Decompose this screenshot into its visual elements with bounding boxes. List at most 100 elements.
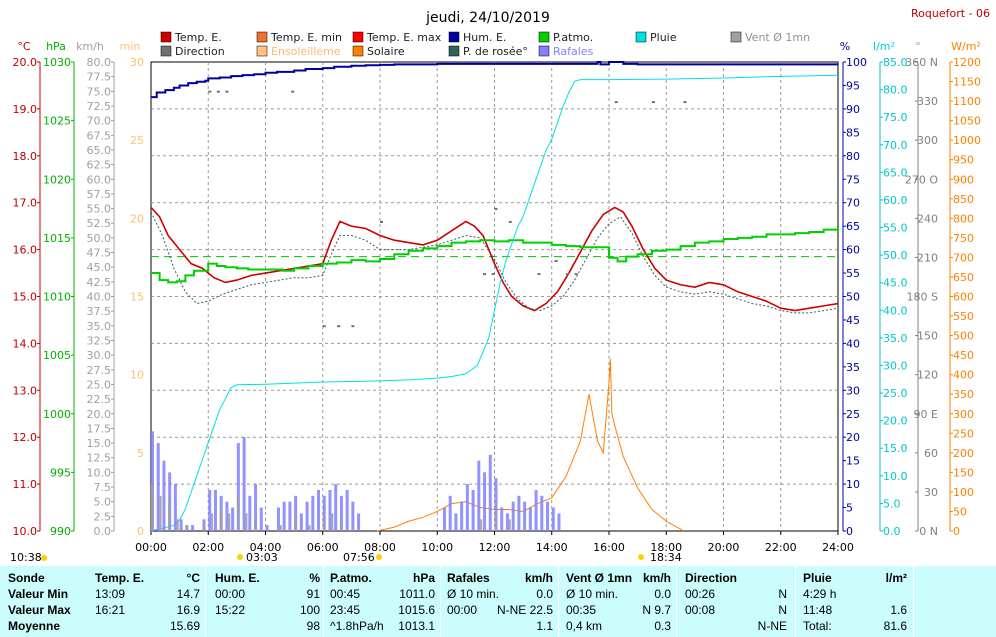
tick-label-wind: 52.5 bbox=[87, 217, 112, 230]
tick-label-dir: 210 bbox=[917, 251, 938, 264]
table-cell: Vent Ø 1mn bbox=[566, 571, 633, 585]
tick-label-sun: 15 bbox=[130, 291, 144, 304]
series-hum-e- bbox=[151, 61, 838, 99]
table-cell: 0.0 bbox=[654, 587, 671, 601]
series-vent-1mn-bar bbox=[523, 525, 526, 531]
series-vent-1mn-bar bbox=[331, 513, 334, 531]
series-direction-dot bbox=[483, 273, 487, 276]
tick-label-temp: 17.0 bbox=[13, 197, 38, 210]
row-label: Valeur Max bbox=[8, 603, 71, 617]
tick-label-solar: 850 bbox=[953, 193, 974, 206]
table-cell: 91 bbox=[306, 587, 320, 601]
tick-label-press: 1015 bbox=[43, 232, 71, 245]
legend-swatch bbox=[256, 45, 268, 57]
series-vent-1mn-bar bbox=[202, 525, 205, 531]
series-rafales-bar bbox=[225, 501, 229, 531]
x-tick-label: 12:00 bbox=[479, 541, 511, 554]
table-cell: N-NE bbox=[757, 619, 787, 633]
axis-unit-rain: l/m² bbox=[873, 40, 895, 53]
tick-label-wind: 45.0 bbox=[87, 261, 112, 274]
series-rafales-bar bbox=[465, 484, 469, 531]
series-p-atmo- bbox=[151, 226, 839, 284]
legend-label: P. de rosée° bbox=[463, 45, 528, 58]
tick-label-wind: 55.0 bbox=[87, 203, 112, 216]
legend-swatch bbox=[352, 45, 364, 57]
tick-label-hum: 70 bbox=[846, 197, 860, 210]
station-name: Roquefort - 06 bbox=[911, 7, 990, 20]
tick-label-rain: 5.0 bbox=[883, 497, 901, 510]
table-cell: °C bbox=[186, 571, 200, 585]
chart-title: jeudi, 24/10/2019 bbox=[425, 10, 550, 26]
tick-label-wind: 80.0 bbox=[87, 56, 112, 69]
tick-label-dir: 330 bbox=[917, 95, 938, 108]
tick-label-press: 1025 bbox=[43, 115, 71, 128]
table-cell: 00:35 bbox=[566, 603, 597, 617]
series-rafales-bar bbox=[500, 507, 504, 531]
series-vent-1mn-bar bbox=[219, 507, 222, 531]
legend-label: Temp. E. max bbox=[366, 31, 442, 44]
tick-label-wind: 0.0 bbox=[94, 525, 112, 538]
sunset-label: 18:34 bbox=[650, 551, 682, 564]
tick-label-hum: 65 bbox=[846, 220, 860, 233]
series-rafales-bar bbox=[156, 443, 160, 531]
series-rafales-bar bbox=[282, 501, 286, 531]
table-cell: 00:00 bbox=[215, 587, 246, 601]
x-tick-label: 00:00 bbox=[135, 541, 167, 554]
x-tick-label: 24:00 bbox=[822, 541, 854, 554]
tick-label-dir: 30 bbox=[924, 486, 938, 499]
table-row: Valeur Max 16:21 16.9 15:22 100 23:45 1015.6 00… bbox=[0, 602, 996, 619]
tick-label-solar: 500 bbox=[953, 330, 974, 343]
series-rafales-bar bbox=[288, 501, 292, 531]
tick-label-solar: 450 bbox=[953, 349, 974, 362]
moon-icon bbox=[237, 554, 243, 560]
tick-label-wind: 50.0 bbox=[87, 232, 112, 245]
series-direction-dot bbox=[351, 325, 355, 328]
tick-label-hum: 10 bbox=[846, 478, 860, 491]
table-cell: 1011.0 bbox=[399, 587, 435, 601]
tick-label-rain: 65.0 bbox=[883, 166, 908, 179]
tick-label-rain: 60.0 bbox=[883, 194, 908, 207]
tick-label-hum: 95 bbox=[846, 79, 860, 92]
tick-label-press: 1030 bbox=[43, 56, 71, 69]
table-cell: Pluie bbox=[803, 571, 832, 585]
tick-label-solar: 250 bbox=[953, 427, 974, 440]
series-direction-dot bbox=[566, 273, 570, 276]
tick-label-sun: 25 bbox=[130, 134, 144, 147]
table-cell: km/h bbox=[642, 571, 671, 585]
table-cell: N 9.7 bbox=[642, 603, 671, 617]
tick-label-hum: 15 bbox=[846, 455, 860, 468]
axis-unit-solar: W/m² bbox=[951, 40, 981, 53]
table-cell: N bbox=[778, 603, 787, 617]
tick-label-rain: 15.0 bbox=[883, 442, 908, 455]
series-vent-1mn-bar bbox=[176, 519, 179, 531]
table-divider bbox=[676, 566, 677, 637]
series-vent-1mn-bar bbox=[508, 519, 511, 531]
series-rafales-bar bbox=[236, 443, 240, 531]
tick-label-wind: 40.0 bbox=[87, 291, 112, 304]
tick-label-rain: 40.0 bbox=[883, 304, 908, 317]
tick-label-rain: 20.0 bbox=[883, 415, 908, 428]
tick-label-hum: 80 bbox=[846, 150, 860, 163]
tick-label-solar: 1050 bbox=[953, 115, 981, 128]
series-direction-dot bbox=[683, 101, 687, 104]
series-vent-1mn-bar bbox=[322, 519, 325, 531]
tick-label-temp: 16.0 bbox=[13, 244, 38, 257]
tick-label-press: 1005 bbox=[43, 349, 71, 362]
table-cell: 1013.1 bbox=[398, 619, 435, 633]
row-label: Valeur Min bbox=[8, 587, 69, 601]
x-tick-label: 16:00 bbox=[593, 541, 625, 554]
tick-label-solar: 50 bbox=[953, 505, 967, 518]
series-direction-dot bbox=[337, 325, 341, 328]
tick-label-wind: 37.5 bbox=[87, 305, 112, 318]
tick-label-temp: 15.0 bbox=[13, 291, 38, 304]
tick-label-dir: 150 bbox=[917, 330, 938, 343]
table-cell: 15:22 bbox=[215, 603, 246, 617]
table-cell: 23:45 bbox=[330, 603, 361, 617]
table-cell: 15.69 bbox=[169, 619, 200, 633]
table-cell: l/m² bbox=[885, 571, 907, 585]
tick-label-solar: 200 bbox=[953, 447, 974, 460]
row-label: Moyenne bbox=[8, 619, 61, 633]
tick-label-press: 1000 bbox=[43, 408, 71, 421]
series-vent-1mn-bar bbox=[254, 519, 257, 531]
tick-label-solar: 1150 bbox=[953, 76, 981, 89]
